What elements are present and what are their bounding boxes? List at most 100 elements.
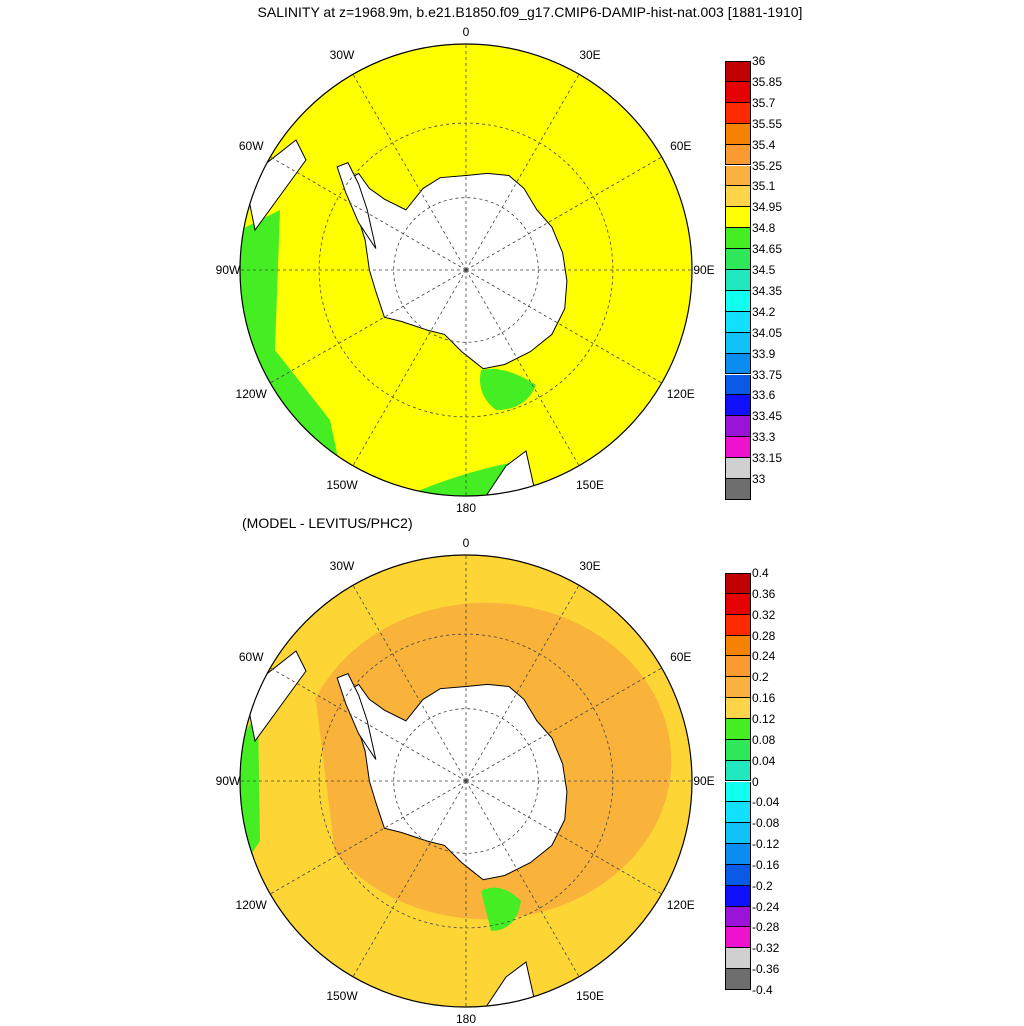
- colorbar-label: 0.4: [752, 566, 769, 580]
- colorbar-box: [725, 802, 751, 824]
- colorbar-label: -0.32: [752, 941, 780, 956]
- colorbar-box: [725, 573, 751, 594]
- top-lon-label-10: 60W: [238, 139, 264, 153]
- colorbar-label: 33.6: [752, 388, 776, 403]
- colorbar-box: [725, 353, 751, 375]
- top-lon-label-4: 120E: [666, 387, 695, 401]
- colorbar-box: [725, 144, 751, 166]
- colorbar-box: [725, 844, 751, 865]
- colorbar-label: 33.9: [752, 346, 776, 361]
- colorbar-label: 33.15: [752, 451, 783, 466]
- bottom-meridian-1: [465, 585, 580, 782]
- top-meridian-2: [465, 156, 662, 271]
- colorbar-label: 0.16: [752, 691, 776, 706]
- top-meridian-8: [270, 269, 467, 384]
- colorbar-box: [725, 416, 751, 438]
- colorbar-box: [725, 823, 751, 845]
- colorbar-box: [725, 969, 751, 990]
- colorbar-label: -0.24: [752, 899, 780, 914]
- colorbar-label: 0.24: [752, 649, 776, 664]
- colorbar-box: [725, 332, 751, 354]
- bottom-new-zealand: [485, 961, 537, 1007]
- colorbar-label: -0.16: [752, 857, 780, 872]
- top-lon-label-9: 90W: [215, 263, 241, 277]
- top-lon-label-11: 30W: [329, 48, 355, 63]
- bottom-green-region-ross: [481, 887, 521, 931]
- bottom-lon-label-1: 30E: [579, 559, 601, 574]
- top-lon-label-6: 180: [455, 501, 477, 515]
- bottom-lon-label-6: 180: [455, 1012, 477, 1026]
- top-meridian-5: [465, 269, 580, 466]
- colorbar-label: 0.36: [752, 586, 776, 601]
- colorbar-label: 33.3: [752, 430, 776, 445]
- bottom-antarctica: [347, 683, 568, 881]
- bottom-map-border: [239, 554, 693, 1008]
- colorbar-box: [725, 906, 751, 928]
- colorbar-box: [725, 458, 751, 479]
- colorbar-box: [725, 864, 751, 886]
- bottom-meridian-4: [465, 780, 662, 895]
- top-green-region-ross: [480, 369, 536, 410]
- colorbar-label: 33.45: [752, 409, 783, 424]
- colorbar-box: [725, 677, 751, 699]
- colorbar-box: [725, 290, 751, 312]
- top-antarctica: [347, 172, 568, 370]
- colorbar-label: 0.08: [752, 732, 776, 747]
- top-meridian-4: [465, 269, 662, 384]
- top-lon-label-1: 30E: [579, 48, 601, 63]
- colorbar-box: [725, 395, 751, 417]
- colorbar-label: 0.2: [752, 670, 769, 685]
- top-map-border: [239, 43, 693, 497]
- top-map-title: SALINITY at z=1968.9m, b.e21.B1850.f09_g…: [257, 4, 803, 20]
- top-lon-label-0: 0: [462, 25, 470, 39]
- colorbar-box: [725, 593, 751, 615]
- colorbar-box: [725, 718, 751, 740]
- top-south-america: [244, 139, 307, 232]
- colorbar-label: 33.75: [752, 367, 783, 382]
- colorbar-box: [725, 656, 751, 678]
- colorbar-label: -0.04: [752, 795, 780, 810]
- colorbar-label: 0: [752, 774, 759, 789]
- colorbar-label: 34.8: [752, 221, 776, 236]
- bottom-meridian-2: [465, 667, 662, 782]
- colorbar-box: [725, 311, 751, 333]
- colorbar-label: 36: [752, 54, 766, 68]
- colorbar-label: -0.08: [752, 816, 780, 831]
- colorbar-label: -0.2: [752, 878, 773, 893]
- top-meridian-7: [352, 269, 467, 466]
- colorbar-box: [725, 61, 751, 82]
- colorbar-label: 34.2: [752, 304, 776, 319]
- colorbar-box: [725, 374, 751, 396]
- bottom-meridian-10: [270, 667, 467, 782]
- bottom-lon-label-0: 0: [462, 536, 470, 550]
- colorbar-box: [725, 270, 751, 291]
- colorbar-label: -0.28: [752, 920, 780, 935]
- bottom-meridian-11: [352, 585, 467, 782]
- colorbar-label: -0.36: [752, 962, 780, 977]
- colorbar-box: [725, 698, 751, 719]
- colorbar-box: [725, 228, 751, 250]
- top-meridian-10: [270, 156, 467, 271]
- colorbar-label: 35.7: [752, 95, 776, 110]
- colorbar-box: [725, 635, 751, 657]
- colorbar-label: 0.12: [752, 711, 776, 726]
- colorbar-box: [725, 81, 751, 103]
- top-meridian-11: [352, 74, 467, 271]
- bottom-lon-label-3: 90E: [693, 774, 715, 788]
- colorbar-box: [725, 614, 751, 636]
- colorbar-box: [725, 948, 751, 970]
- bottom-meridian-8: [270, 780, 467, 895]
- colorbar-box: [725, 781, 751, 803]
- colorbar-box: [725, 760, 751, 782]
- top-new-zealand: [485, 450, 537, 496]
- bottom-lon-label-11: 30W: [329, 559, 355, 574]
- colorbar-label: 34.5: [752, 263, 776, 277]
- colorbar-label: 34.05: [752, 325, 783, 340]
- colorbar-label: 33: [752, 472, 766, 486]
- colorbar-label: 34.95: [752, 200, 783, 215]
- bottom-lon-label-8: 120W: [235, 898, 267, 912]
- bottom-meridian-5: [465, 780, 580, 977]
- colorbar-label: 0.32: [752, 607, 776, 622]
- top-meridian-1: [465, 74, 580, 271]
